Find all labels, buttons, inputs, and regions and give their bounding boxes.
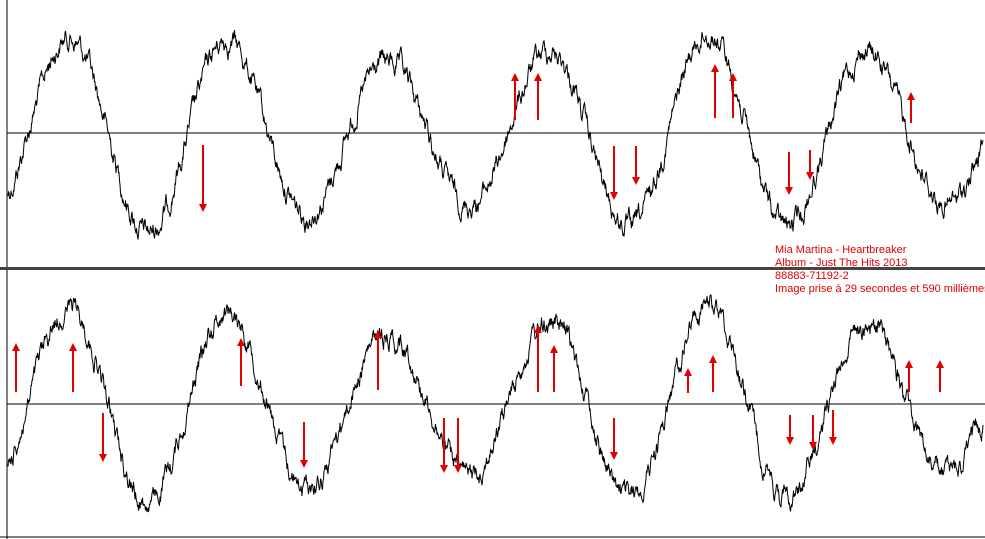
annotation-line: 88883-71192-2 [775,270,849,282]
annotation-line: Mia Martina - Heartbreaker [775,244,907,256]
waveform [7,294,984,513]
arrow-head [69,343,77,351]
annotation-line: Image prise à 29 secondes et 590 millièm… [775,283,985,295]
arrow-head [610,452,618,460]
arrow-head [684,368,692,376]
arrows [12,64,944,473]
waveforms [7,30,984,513]
arrow-head [550,345,558,353]
arrow-head [936,360,944,368]
arrow-head [511,73,519,81]
arrow-head [711,64,719,72]
arrow-head [785,187,793,195]
arrow-head [534,325,542,333]
arrow-head [809,442,817,450]
arrow-head [454,465,462,473]
arrow-head [632,177,640,185]
arrow-head [907,92,915,100]
arrow-head [534,73,542,81]
arrow-head [300,460,308,468]
arrow-head [786,437,794,445]
annotation-line: Album - Just The Hits 2013 [775,257,907,269]
arrow-head [199,204,207,212]
arrow-head [374,330,382,338]
arrow-head [709,355,717,363]
arrow-head [440,465,448,473]
arrow-head [610,192,618,200]
arrow-head [829,437,837,445]
arrow-head [729,73,737,81]
channel-separator [0,267,985,270]
waveform [7,30,984,240]
arrow-head [99,454,107,462]
arrow-head [237,338,245,346]
arrow-head [905,360,913,368]
arrow-head [806,172,814,180]
arrow-head [12,343,20,351]
